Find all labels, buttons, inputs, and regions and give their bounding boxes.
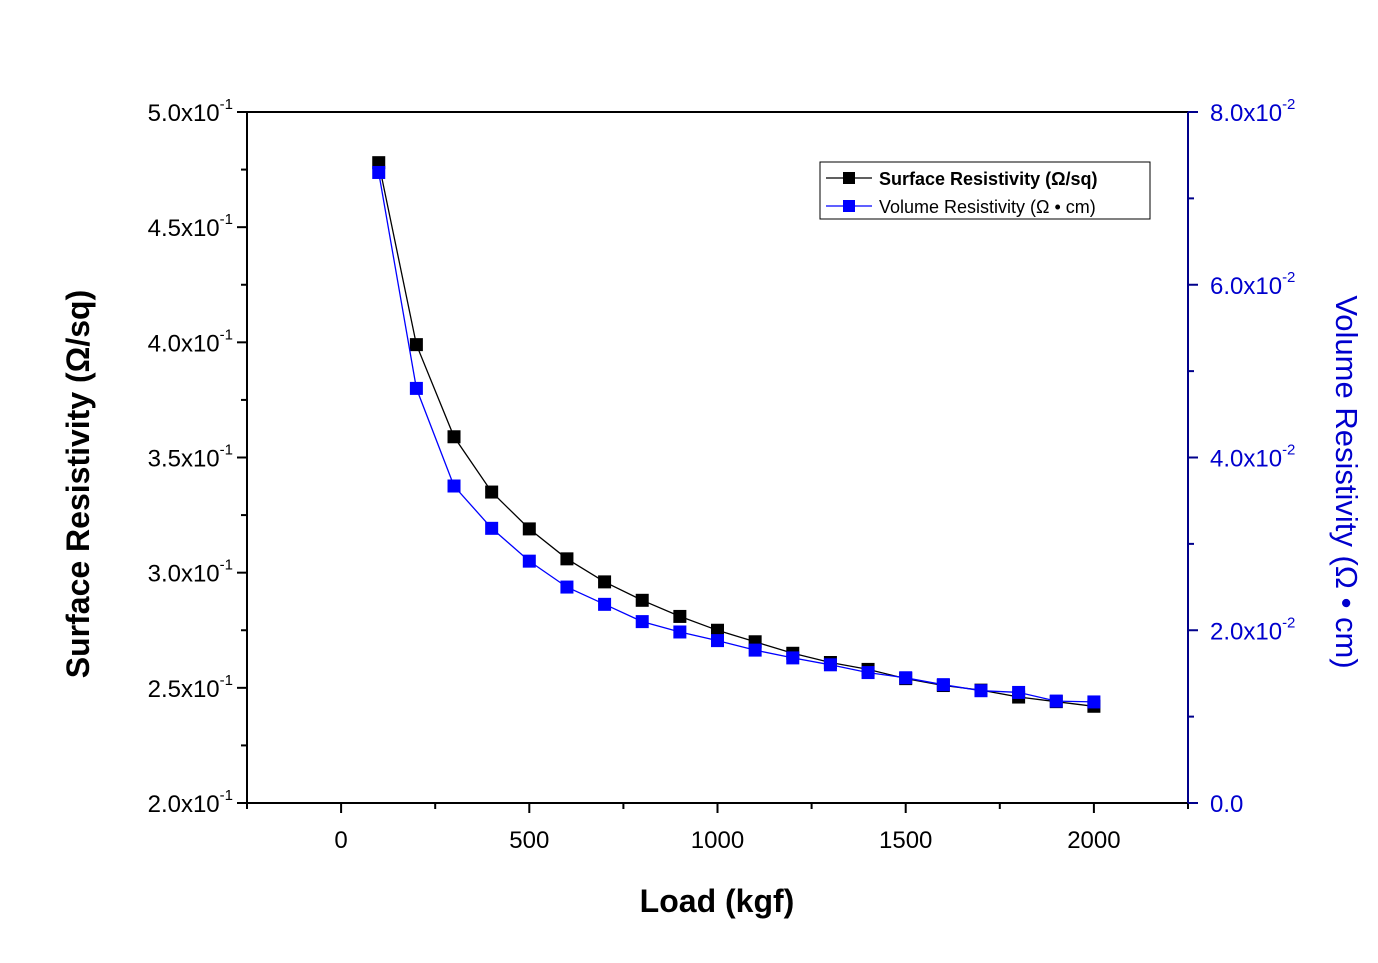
data-point-volume — [1087, 695, 1101, 709]
data-point-volume — [786, 651, 800, 665]
data-point-volume — [1049, 694, 1063, 708]
legend-marker — [843, 200, 855, 212]
data-point-volume — [1012, 685, 1026, 699]
data-point-volume — [447, 479, 461, 493]
data-point-surface — [485, 485, 499, 499]
y-right-tick-label: 2.0x10-2 — [1210, 614, 1295, 645]
x-tick-label: 500 — [509, 827, 549, 854]
y-left-tick-label: 2.5x10-1 — [148, 672, 233, 703]
legend-marker — [843, 172, 855, 184]
series-line-surface — [378, 162, 1094, 707]
right-y-axis-title: Volume Resistivity (Ω • cm) — [1329, 295, 1364, 668]
data-point-surface — [447, 430, 461, 444]
data-point-volume — [899, 671, 913, 685]
data-point-volume — [635, 615, 649, 629]
data-point-volume — [485, 521, 499, 535]
x-tick-label: 0 — [334, 827, 347, 854]
data-point-volume — [560, 580, 574, 594]
legend: Surface Resistivity (Ω/sq) Volume Resisti… — [819, 161, 1151, 220]
data-point-surface — [560, 552, 574, 566]
axes-layer: 0 500 1000 1500 2000 5.0x10-1 4.5x10-1 4.0x10-1… — [148, 96, 1296, 854]
y-right-tick-label: 4.0x10-2 — [1210, 442, 1295, 473]
y-right-tick-label: 6.0x10-2 — [1210, 269, 1295, 300]
y-left-tick-label: 2.0x10-1 — [148, 787, 233, 818]
y-right-tick-label: 8.0x10-2 — [1210, 96, 1295, 127]
data-point-surface — [635, 593, 649, 607]
data-point-volume — [372, 165, 386, 179]
data-point-volume — [409, 381, 423, 395]
legend-box — [819, 161, 1151, 220]
data-point-surface — [598, 575, 612, 589]
data-point-surface — [673, 609, 687, 623]
data-point-volume — [598, 597, 612, 611]
data-point-surface — [409, 338, 423, 352]
data-point-volume — [974, 684, 988, 698]
series-layer — [372, 156, 1101, 713]
series-line-volume — [378, 172, 1094, 703]
y-left-tick-label: 4.0x10-1 — [148, 326, 233, 357]
y-right-tick-label: 0.0 — [1210, 791, 1243, 818]
y-left-tick-label: 4.5x10-1 — [148, 211, 233, 242]
x-tick-label: 2000 — [1067, 827, 1120, 854]
data-point-volume — [936, 678, 950, 692]
x-tick-label: 1500 — [879, 827, 932, 854]
y-left-tick-label: 5.0x10-1 — [148, 96, 233, 127]
left-y-axis-title: Surface Resistivity (Ω/sq) — [60, 290, 96, 678]
y-left-tick-label: 3.5x10-1 — [148, 442, 233, 473]
x-tick-label: 1000 — [691, 827, 744, 854]
legend-label: Surface Resistivity (Ω/sq) — [879, 169, 1098, 189]
data-point-volume — [748, 643, 762, 657]
legend-label: Volume Resistivity (Ω • cm) — [879, 197, 1096, 217]
data-point-volume — [673, 625, 687, 639]
data-point-volume — [861, 666, 875, 680]
y-left-tick-label: 3.0x10-1 — [148, 557, 233, 588]
data-point-surface — [711, 623, 724, 637]
data-point-volume — [522, 554, 536, 568]
data-point-surface — [372, 156, 386, 170]
data-point-volume — [711, 634, 724, 648]
data-point-surface — [522, 522, 536, 536]
x-axis-title: Load (kgf) — [640, 883, 795, 919]
data-point-volume — [823, 658, 837, 672]
